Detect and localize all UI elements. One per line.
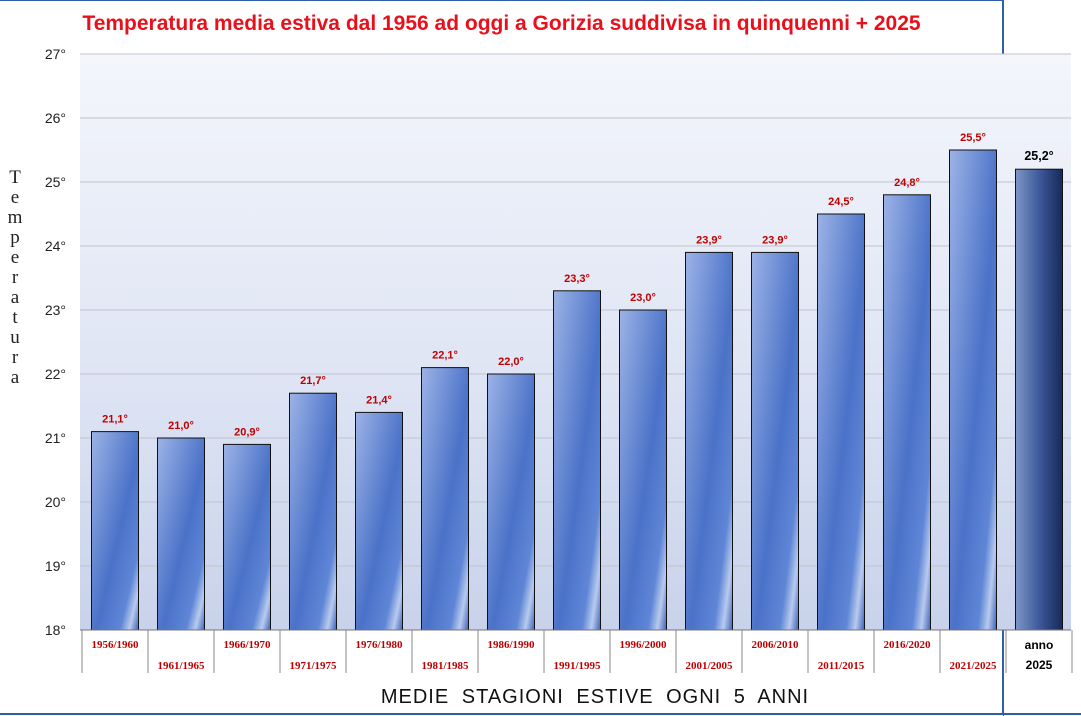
bar — [685, 251, 733, 631]
x-category-label: 1986/1990 — [487, 639, 535, 651]
bar — [1015, 168, 1063, 631]
data-label: 21,0° — [168, 420, 194, 432]
y-tick-label: 18° — [45, 622, 66, 638]
y-tick-label: 24° — [45, 238, 66, 254]
x-category-label: anno 2025 — [1025, 638, 1054, 672]
data-label: 22,0° — [498, 356, 524, 368]
data-label: 21,1° — [102, 414, 128, 426]
data-label: 23,9° — [762, 234, 788, 246]
y-tick-label: 23° — [45, 302, 66, 318]
x-category-label: 1966/1970 — [223, 639, 271, 651]
x-category-label: 1976/1980 — [355, 639, 403, 651]
data-label: 21,4° — [366, 394, 392, 406]
data-label: 24,8° — [894, 177, 920, 189]
x-category-label: 2016/2020 — [883, 639, 931, 651]
x-category-label: 1991/1995 — [553, 660, 601, 672]
chart-bottom-border — [0, 713, 1081, 715]
data-label: 24,5° — [828, 196, 854, 208]
data-label: 21,7° — [300, 375, 326, 387]
bar — [223, 443, 271, 631]
x-category-label: 1981/1985 — [421, 660, 469, 672]
bar — [883, 194, 931, 631]
bar — [91, 431, 139, 631]
y-tick-label: 20° — [45, 494, 66, 510]
x-category-label: 1956/1960 — [91, 639, 139, 651]
y-tick-label: 25° — [45, 174, 66, 190]
data-label: 25,5° — [960, 132, 986, 144]
y-tick-label: 22° — [45, 366, 66, 382]
bar — [421, 367, 469, 631]
data-label: 23,9° — [696, 234, 722, 246]
y-tick-label: 27° — [45, 46, 66, 62]
bar — [817, 213, 865, 631]
x-axis-label: MEDIE STAGIONI ESTIVE OGNI 5 ANNI — [380, 686, 810, 708]
y-tick-label: 19° — [45, 558, 66, 574]
data-label: 22,1° — [432, 350, 458, 362]
chart-title: Temperatura media estiva dal 1956 ad ogg… — [82, 12, 921, 35]
bar — [949, 149, 997, 631]
data-label: 20,9° — [234, 426, 260, 438]
x-category-label: 2011/2015 — [818, 660, 865, 672]
bar — [157, 437, 205, 631]
bar — [553, 290, 601, 631]
bar — [289, 392, 337, 631]
data-label: 23,0° — [630, 292, 656, 304]
x-category-label: 2006/2010 — [751, 639, 799, 651]
bar — [355, 411, 403, 631]
bar — [751, 251, 799, 631]
x-category-label: 1996/2000 — [619, 639, 667, 651]
x-category-label: 1961/1965 — [157, 660, 205, 672]
x-category-label: 1971/1975 — [289, 660, 337, 672]
data-label: 23,3° — [564, 273, 590, 285]
x-category-label: 2021/2025 — [949, 660, 997, 672]
y-tick-label: 21° — [45, 430, 66, 446]
y-tick-label: 26° — [45, 110, 66, 126]
bar — [619, 309, 667, 631]
bar — [487, 373, 535, 631]
x-category-label: 2001/2005 — [685, 660, 733, 672]
data-label: 25,2° — [1024, 149, 1053, 163]
